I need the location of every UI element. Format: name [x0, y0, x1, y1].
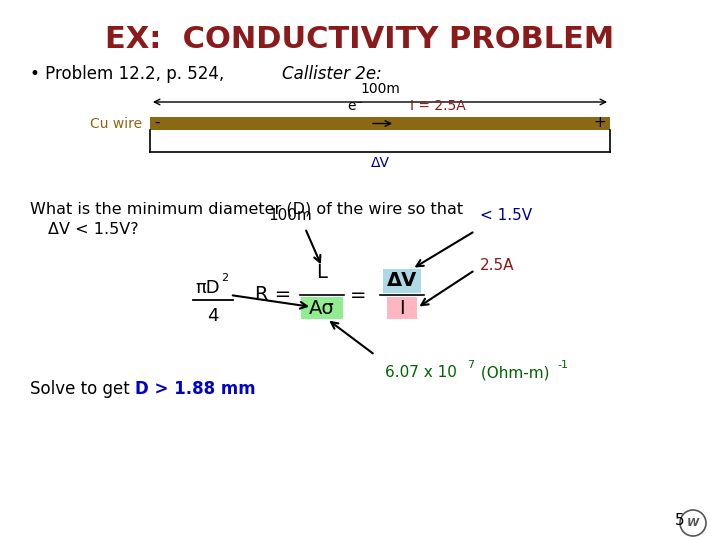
Text: W: W — [687, 518, 699, 528]
Text: 2: 2 — [221, 273, 228, 283]
Text: Aσ: Aσ — [309, 299, 335, 318]
Text: +: + — [593, 115, 606, 130]
Text: e⁻: e⁻ — [347, 99, 363, 113]
Bar — [383, 269, 421, 293]
Text: 100m: 100m — [268, 208, 312, 223]
Text: 100m: 100m — [360, 82, 400, 96]
Text: Cu wire: Cu wire — [90, 117, 142, 131]
Text: L: L — [317, 264, 328, 282]
Text: What is the minimum diameter (D) of the wire so that: What is the minimum diameter (D) of the … — [30, 202, 463, 217]
Text: ΔV: ΔV — [371, 156, 390, 170]
Bar — [150, 117, 610, 130]
Text: -: - — [154, 115, 160, 130]
Text: R =: R = — [255, 286, 297, 305]
Text: ΔV < 1.5V?: ΔV < 1.5V? — [48, 222, 139, 237]
Text: • Problem 12.2, p. 524,: • Problem 12.2, p. 524, — [30, 65, 230, 83]
Text: ΔV: ΔV — [387, 272, 417, 291]
Text: 2.5A: 2.5A — [480, 258, 515, 273]
Text: EX:  CONDUCTIVITY PROBLEM: EX: CONDUCTIVITY PROBLEM — [105, 25, 615, 54]
Text: Callister 2e:: Callister 2e: — [282, 65, 382, 83]
Text: =: = — [350, 286, 366, 305]
Text: Solve to get: Solve to get — [30, 380, 135, 398]
Text: 7: 7 — [467, 360, 474, 370]
Text: πD: πD — [195, 279, 220, 297]
Text: 5: 5 — [675, 513, 685, 528]
Bar — [301, 297, 343, 319]
Text: 6.07 x 10: 6.07 x 10 — [385, 365, 457, 380]
Text: < 1.5V: < 1.5V — [480, 208, 532, 223]
Bar — [387, 297, 417, 319]
Text: D > 1.88 mm: D > 1.88 mm — [135, 380, 256, 398]
Text: I = 2.5A: I = 2.5A — [410, 99, 466, 113]
Text: 4: 4 — [207, 307, 219, 325]
Text: -1: -1 — [557, 360, 568, 370]
Text: (Ohm-m): (Ohm-m) — [476, 365, 549, 380]
Text: I: I — [399, 299, 405, 318]
